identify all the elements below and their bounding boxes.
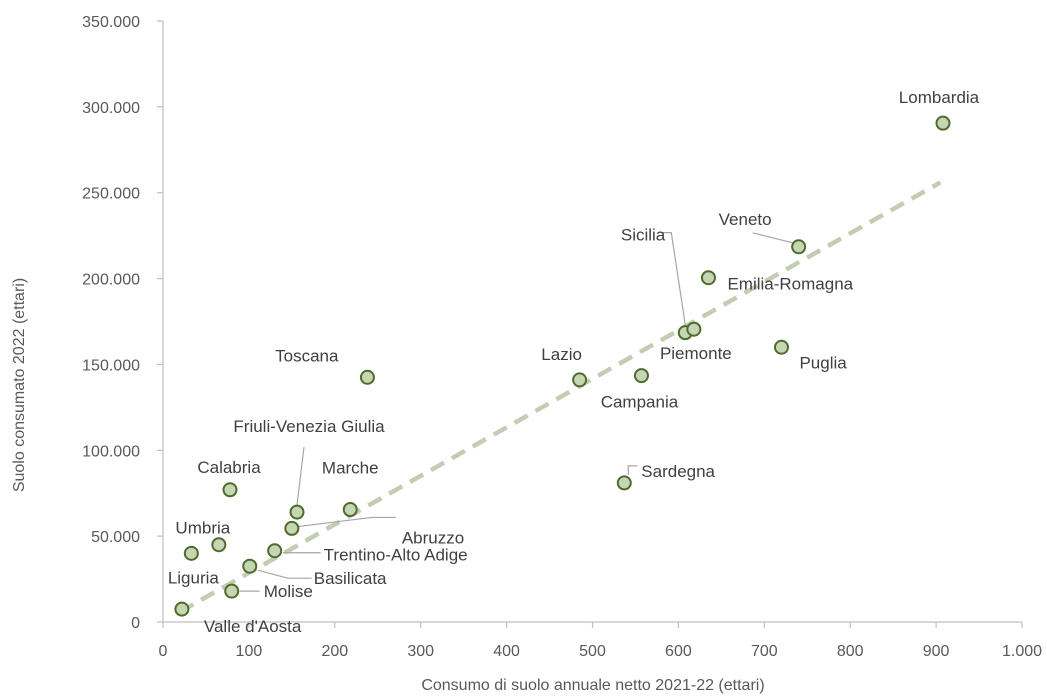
data-label-emilia-romagna: Emilia-Romagna <box>727 275 853 294</box>
data-label-valle-d-aosta: Valle d'Aosta <box>204 617 302 636</box>
data-point-campania <box>633 368 649 384</box>
y-tick-label: 350.000 <box>82 14 140 31</box>
trendline <box>179 180 942 614</box>
data-label-piemonte: Piemonte <box>660 344 732 363</box>
x-axis-title: Consumo di suolo annuale netto 2021-22 (… <box>421 677 764 694</box>
y-tick-label: 0 <box>131 615 140 632</box>
data-point-emilia-romagna <box>700 270 716 286</box>
x-tick-label: 700 <box>751 643 778 660</box>
data-point-toscana <box>359 369 375 385</box>
x-tick-label: 1.000 <box>1002 643 1042 660</box>
data-label-trentino-alto-adige: Trentino-Alto Adige <box>324 546 468 565</box>
data-point-abruzzo <box>284 520 300 536</box>
data-point-valle-d-aosta <box>174 601 190 617</box>
y-tick-label: 100.000 <box>82 443 140 460</box>
data-label-liguria: Liguria <box>168 568 220 587</box>
data-point-puglia <box>773 339 789 355</box>
leader-line-abruzzo <box>298 516 396 528</box>
data-point-basilicata <box>242 558 258 574</box>
y-axis-title: Suolo consumato 2022 (ettari) <box>11 278 28 492</box>
data-label-sicilia: Sicilia <box>621 226 666 245</box>
data-point-veneto <box>791 239 807 255</box>
leader-line-veneto <box>752 232 793 244</box>
data-label-sardegna: Sardegna <box>641 462 715 481</box>
leader-line-sicilia <box>660 232 686 325</box>
data-label-toscana: Toscana <box>275 346 339 365</box>
leader-line-sardegna <box>627 465 638 475</box>
data-point-molise <box>224 583 240 599</box>
data-label-friuli-venezia-giulia: Friuli-Venezia Giulia <box>233 417 385 436</box>
x-tick-label: 600 <box>665 643 692 660</box>
leader-line-basilicata <box>257 569 312 579</box>
data-point-trentino-alto-adige <box>267 543 283 559</box>
data-label-umbria: Umbria <box>175 519 230 538</box>
data-label-abruzzo: Abruzzo <box>402 528 464 547</box>
data-point-liguria <box>183 545 199 561</box>
data-label-campania: Campania <box>601 393 679 412</box>
data-point-lombardia <box>935 115 951 131</box>
x-tick-label: 0 <box>159 643 168 660</box>
x-tick-label: 100 <box>236 643 263 660</box>
x-tick-label: 800 <box>837 643 864 660</box>
data-point-calabria <box>222 482 238 498</box>
y-tick-label: 200.000 <box>82 272 140 289</box>
data-label-veneto: Veneto <box>719 210 772 229</box>
y-tick-label: 300.000 <box>82 100 140 117</box>
data-label-molise: Molise <box>264 582 313 601</box>
data-label-basilicata: Basilicata <box>314 569 387 588</box>
data-point-friuli-venezia-giulia <box>289 504 305 520</box>
x-tick-label: 400 <box>493 643 520 660</box>
data-point-lazio <box>572 372 588 388</box>
data-label-lombardia: Lombardia <box>899 88 980 107</box>
data-point-marche <box>342 502 358 518</box>
data-point-sardegna <box>616 475 632 491</box>
y-tick-label: 50.000 <box>91 529 140 546</box>
x-tick-label: 900 <box>923 643 950 660</box>
data-label-puglia: Puglia <box>799 353 847 372</box>
x-tick-label: 500 <box>579 643 606 660</box>
y-tick-label: 150.000 <box>82 357 140 374</box>
data-label-marche: Marche <box>322 459 379 478</box>
x-tick-label: 200 <box>321 643 348 660</box>
data-point-piemonte <box>686 321 702 337</box>
x-tick-label: 300 <box>407 643 434 660</box>
y-tick-label: 250.000 <box>82 186 140 203</box>
leader-line-friuli-venezia-giulia <box>296 447 305 506</box>
data-label-lazio: Lazio <box>541 345 582 364</box>
data-label-calabria: Calabria <box>197 458 261 477</box>
data-point-umbria <box>211 537 227 553</box>
